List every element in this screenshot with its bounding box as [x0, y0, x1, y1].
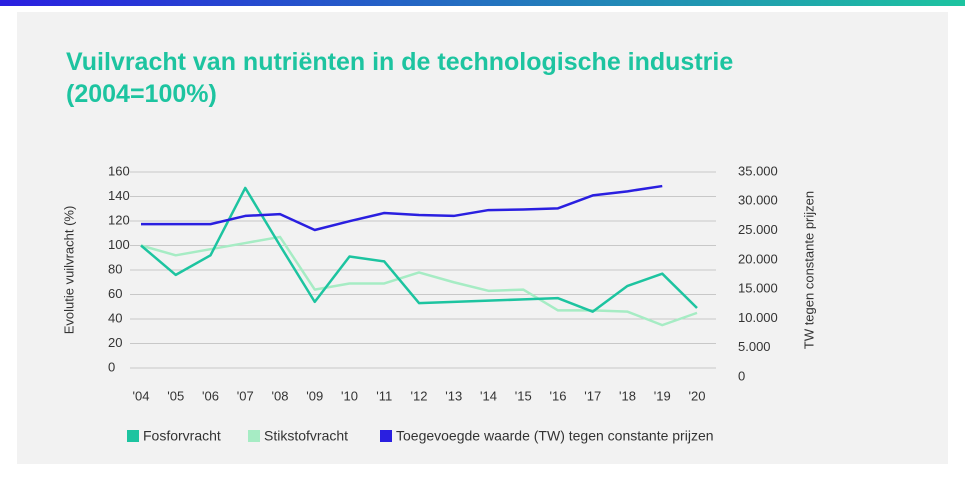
- y2-tick-label: 0: [738, 368, 745, 383]
- x-tick-label: '19: [654, 388, 671, 403]
- legend-label: Stikstofvracht: [264, 428, 348, 444]
- y-tick-label: 120: [108, 212, 130, 227]
- y-axis-label: Evolutie vuilvracht (%): [61, 206, 76, 335]
- x-tick-label: '18: [619, 388, 636, 403]
- x-tick-label: '14: [480, 388, 497, 403]
- y-tick-label: 40: [108, 310, 122, 325]
- y2-tick-label: 25.000: [738, 222, 778, 237]
- x-tick-label: '06: [202, 388, 219, 403]
- top-bar: [0, 0, 965, 6]
- legend-swatch: [127, 430, 139, 442]
- x-tick-label: '13: [445, 388, 462, 403]
- x-tick-label: '15: [515, 388, 532, 403]
- series-line: [140, 186, 698, 313]
- x-tick-label: '16: [550, 388, 567, 403]
- x-tick-label: '17: [584, 388, 601, 403]
- y2-tick-label: 35.000: [738, 163, 778, 178]
- legend-label: Toegevoegde waarde (TW) tegen constante …: [396, 428, 714, 444]
- x-tick-label: '09: [306, 388, 323, 403]
- x-tick-label: '05: [167, 388, 184, 403]
- y-tick-label: 20: [108, 335, 122, 350]
- y2-tick-label: 5.000: [738, 339, 771, 354]
- chart-title: Vuilvracht van nutriënten in de technolo…: [66, 48, 733, 76]
- chart-subtitle: (2004=100%): [66, 80, 217, 108]
- legend-label: Fosforvracht: [143, 428, 221, 444]
- x-tick-label: '11: [376, 388, 392, 403]
- legend-swatch: [380, 430, 392, 442]
- y2-axis-label: TW tegen constante prijzen: [801, 191, 816, 349]
- y-tick-label: 60: [108, 286, 122, 301]
- y-tick-label: 140: [108, 188, 130, 203]
- y-tick-label: 80: [108, 261, 122, 276]
- x-tick-label: '20: [689, 388, 706, 403]
- legend-swatch: [248, 430, 260, 442]
- y2-tick-label: 20.000: [738, 251, 778, 266]
- series-line: [140, 235, 698, 327]
- x-tick-label: '12: [411, 388, 428, 403]
- y2-tick-label: 15.000: [738, 281, 778, 296]
- series-line: [141, 184, 663, 232]
- y-tick-label: 160: [108, 163, 130, 178]
- y-tick-label: 0: [108, 359, 115, 374]
- y-tick-label: 100: [108, 237, 130, 252]
- x-tick-label: '07: [237, 388, 254, 403]
- x-tick-label: '08: [272, 388, 289, 403]
- panel: [17, 12, 948, 464]
- y2-tick-label: 30.000: [738, 193, 778, 208]
- x-tick-label: '04: [133, 388, 150, 403]
- x-tick-label: '10: [341, 388, 358, 403]
- y2-tick-label: 10.000: [738, 310, 778, 325]
